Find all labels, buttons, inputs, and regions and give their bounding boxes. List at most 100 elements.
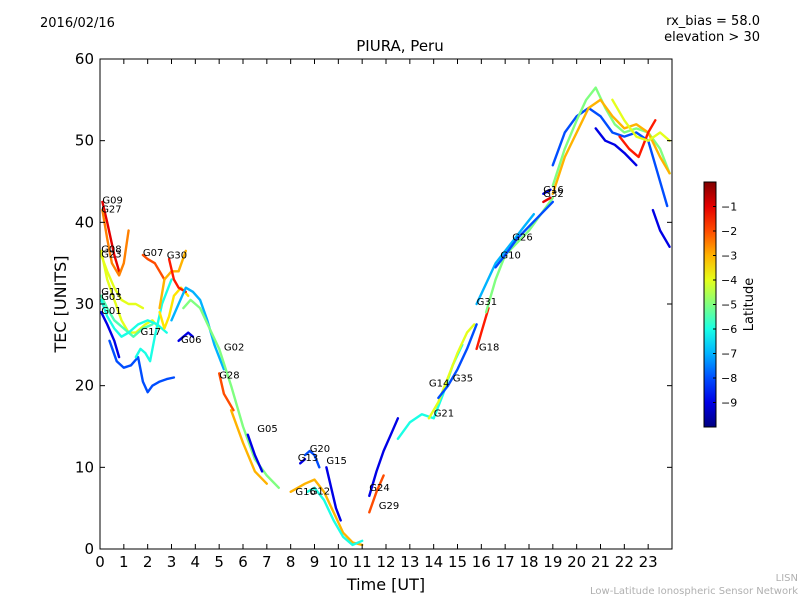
series-line-g06 (170, 286, 226, 371)
colorbar-tick-label: −9 (721, 397, 737, 410)
colorbar-tick-label: −1 (721, 201, 737, 214)
series-line-g28 (217, 372, 235, 412)
satellite-label: G07 (143, 248, 163, 259)
x-tick-label: 5 (214, 553, 224, 571)
x-tick-label: 4 (191, 553, 201, 571)
x-tick-label: 10 (329, 553, 348, 571)
satellite-label: G11 (101, 287, 121, 298)
x-tick-label: 23 (639, 553, 658, 571)
x-tick-label: 1 (119, 553, 129, 571)
x-tick-label: 11 (353, 553, 372, 571)
series-line-g03 (99, 298, 168, 338)
series-line-g23 (99, 253, 145, 310)
series-line-gd (618, 119, 657, 159)
series-line-g17 (134, 278, 173, 363)
x-tick-label: 16 (472, 553, 491, 571)
series-line-g25 (437, 323, 478, 400)
x-tick-label: 14 (424, 553, 443, 571)
y-tick-label: 20 (75, 377, 94, 395)
satellite-label: G10 (500, 250, 520, 261)
series-line-g05b (246, 433, 264, 473)
y-tick-label: 40 (75, 213, 94, 231)
series-line-g31 (475, 212, 535, 306)
series-line-ge (594, 127, 638, 167)
series-line-g01b (108, 339, 176, 394)
series-line-g13 (299, 458, 307, 465)
satellite-label: G21 (434, 409, 454, 420)
colorbar-tick-label: −3 (721, 250, 737, 263)
series-line-g30b (167, 257, 188, 293)
y-tick-label: 60 (75, 50, 94, 68)
series-line-g16 (289, 478, 364, 547)
series-line-g29 (368, 474, 385, 514)
settings-info: rx_bias = 58.0 elevation > 30 (664, 14, 760, 46)
y-axis-label: TEC [UNITS] (51, 256, 70, 354)
satellite-label: G15 (326, 456, 346, 467)
satellite-label: G16 (295, 487, 315, 498)
series-line-g14 (396, 343, 464, 440)
satellite-label: G06 (181, 335, 201, 346)
series-line-g09 (101, 200, 121, 273)
series-line-gg (611, 98, 671, 142)
series-line-ga (551, 106, 669, 208)
x-tick-label: 12 (376, 553, 395, 571)
series-line-g11 (99, 294, 154, 338)
satellite-label: G24 (369, 483, 389, 494)
x-tick-label: 20 (567, 553, 586, 571)
satellite-label: G13 (298, 453, 318, 464)
series-line-g32 (542, 196, 552, 204)
colorbar-tick-label: −6 (721, 323, 737, 336)
y-tick-label: 50 (75, 132, 94, 150)
x-tick-label: 19 (543, 553, 562, 571)
rx-bias-label: rx_bias = 58.0 (666, 14, 760, 29)
satellite-label: G18 (479, 343, 499, 354)
x-tick-label: 3 (167, 553, 177, 571)
x-tick-label: 8 (286, 553, 296, 571)
colorbar-tick-label: −7 (721, 348, 737, 361)
series-line-g20 (303, 449, 321, 469)
footer-line2: Low-Latitude Ionospheric Sensor Network (590, 586, 798, 597)
satellite-label: G08 (101, 245, 121, 256)
satellite-label: G27 (101, 205, 121, 216)
chart-title: PIURA, Peru (356, 37, 444, 55)
elevation-label: elevation > 30 (664, 30, 760, 45)
series-line-gc (551, 98, 671, 196)
x-tick-label: 13 (400, 553, 419, 571)
x-tick-label: 7 (262, 553, 272, 571)
series-line-g16b (542, 188, 552, 196)
series-line-g27 (101, 208, 130, 277)
satellite-label: G09 (102, 196, 122, 207)
satellite-label: G03 (101, 292, 121, 303)
x-tick-label: 2 (143, 553, 153, 571)
date-label: 2016/02/16 (40, 16, 115, 31)
series-line-g12 (306, 486, 364, 547)
series-line-g01 (99, 311, 121, 359)
satellite-label: G16 (543, 185, 563, 196)
satellite-label: G35 (453, 374, 473, 385)
x-tick-label: 17 (496, 553, 515, 571)
x-tick-label: 22 (615, 553, 634, 571)
satellite-label: G28 (219, 370, 239, 381)
satellite-label: G14 (429, 379, 449, 390)
x-tick-label: 15 (448, 553, 467, 571)
satellite-label: G20 (310, 444, 330, 455)
x-tick-label: 21 (591, 553, 610, 571)
footer-credit: LISN Low-Latitude Ionospheric Sensor Net… (590, 572, 798, 598)
colorbar-tick-label: −4 (721, 274, 737, 287)
satellite-label: G12 (310, 486, 330, 497)
series-line-g18 (475, 306, 490, 351)
series-line-g15 (325, 466, 342, 522)
satellite-label: G30 (167, 250, 187, 261)
satellite-label: G05 (257, 424, 277, 435)
y-tick-label: 10 (75, 458, 94, 476)
x-tick-label: 9 (310, 553, 320, 571)
y-tick-label: 0 (84, 540, 94, 558)
x-tick-label: 6 (238, 553, 248, 571)
satellite-label: G31 (477, 297, 497, 308)
colorbar-label: Latitude (742, 278, 757, 332)
satellite-label: G02 (224, 343, 244, 354)
satellite-label: G23 (101, 249, 121, 260)
series-line-g06b (177, 331, 195, 342)
colorbar-tick-label: −2 (721, 225, 737, 238)
